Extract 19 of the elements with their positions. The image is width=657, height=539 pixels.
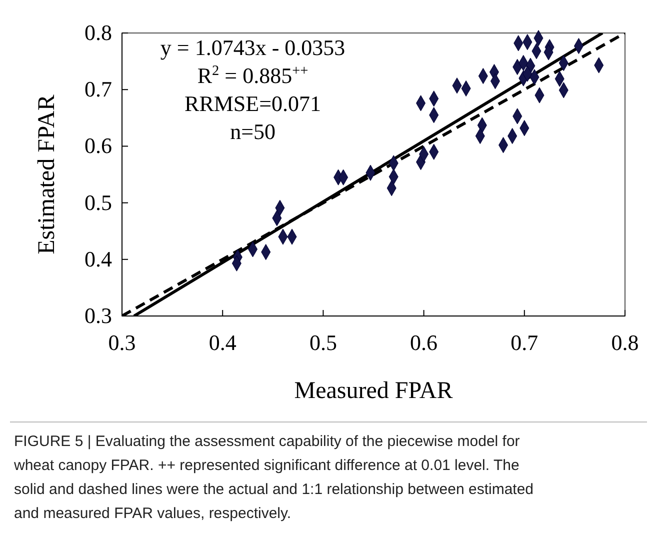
annotation: RRMSE=0.071	[184, 91, 322, 116]
y-tick-label: 0.8	[84, 20, 112, 45]
y-tick-label: 0.3	[84, 303, 112, 328]
x-tick-label: 0.6	[410, 330, 438, 355]
x-tick-label: 0.5	[309, 330, 337, 355]
y-tick-label: 0.4	[84, 246, 112, 272]
y-tick-label: 0.7	[84, 76, 112, 102]
x-tick-label: 0.8	[611, 330, 639, 355]
x-tick-label: 0.7	[510, 330, 538, 355]
y-tick-label: 0.6	[84, 133, 112, 158]
annotation: R$^{2}$ = 0.885$^{++}$	[197, 63, 308, 88]
annotation: n=50	[230, 119, 276, 144]
caption: FIGURE 5 | Evaluating the assessment capability of the piecewise model for wheat canopy FPAR. ++ represented significant difference at 0.01 level. The solid and dashed lines were the actual and 1:1 relationship between estimated and measured FPAR values, respectively.	[13, 433, 534, 522]
x-tick-label: 0.4	[208, 330, 236, 355]
x-axis-title: Measured FPAR	[294, 378, 453, 404]
y-tick-label: 0.5	[84, 190, 112, 215]
x-tick-label: 0.3	[108, 330, 136, 355]
annotation: y = 1.0743x - 0.0353	[160, 35, 346, 60]
y-axis-title: Estimated FPAR	[34, 94, 60, 254]
